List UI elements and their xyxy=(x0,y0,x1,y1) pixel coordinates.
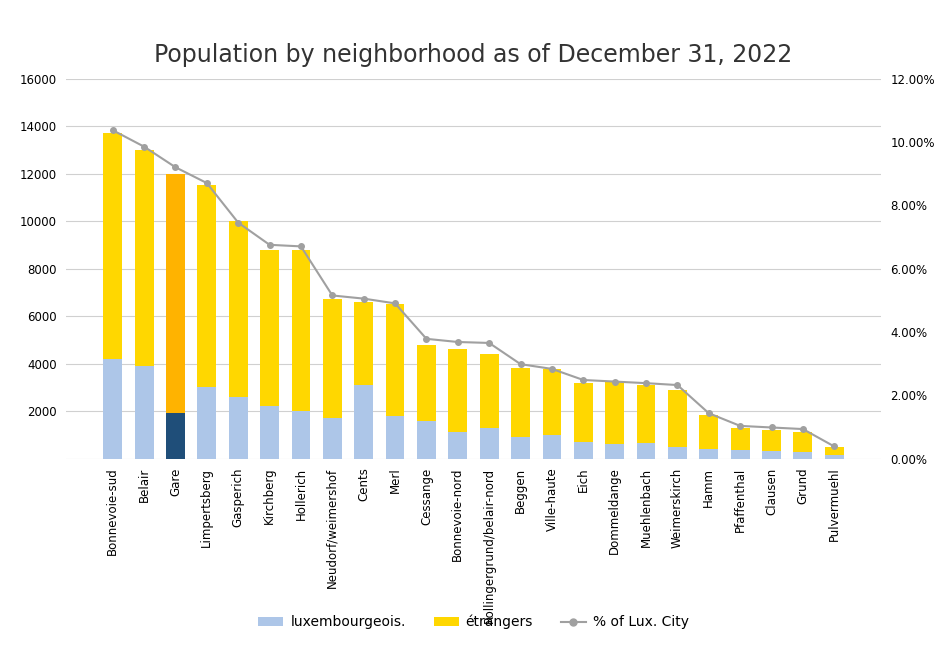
Bar xyxy=(229,397,247,458)
Bar xyxy=(229,221,247,397)
Bar xyxy=(794,432,813,452)
Bar xyxy=(260,250,279,406)
Bar xyxy=(668,447,687,458)
Title: Population by neighborhood as of December 31, 2022: Population by neighborhood as of Decembe… xyxy=(154,43,793,67)
Bar xyxy=(103,359,122,458)
Bar xyxy=(574,442,593,458)
Bar xyxy=(480,354,499,428)
Bar xyxy=(700,415,718,449)
Bar xyxy=(825,455,844,458)
Bar xyxy=(636,385,655,443)
Bar xyxy=(292,250,311,411)
Bar xyxy=(260,406,279,458)
Bar xyxy=(605,444,624,458)
Bar xyxy=(543,435,562,458)
Bar xyxy=(103,133,122,359)
Bar xyxy=(417,345,436,421)
Bar xyxy=(731,428,750,450)
Bar xyxy=(574,383,593,442)
Bar xyxy=(825,447,844,455)
Bar xyxy=(354,302,373,385)
Bar xyxy=(197,387,216,458)
Bar xyxy=(417,421,436,458)
Bar xyxy=(668,390,687,447)
Bar xyxy=(448,349,467,432)
Bar xyxy=(636,443,655,458)
Bar xyxy=(292,411,311,458)
Bar xyxy=(134,150,153,366)
Bar xyxy=(448,432,467,458)
Bar xyxy=(385,416,404,458)
Bar xyxy=(385,304,404,416)
Bar xyxy=(511,368,530,437)
Bar xyxy=(323,418,342,458)
Bar xyxy=(762,451,781,458)
Bar xyxy=(605,381,624,444)
Bar xyxy=(197,185,216,387)
Bar xyxy=(166,174,185,413)
Bar xyxy=(480,428,499,458)
Legend: luxembourgeois., étrangers, % of Lux. City: luxembourgeois., étrangers, % of Lux. Ci… xyxy=(253,609,694,635)
Bar xyxy=(731,450,750,458)
Bar xyxy=(354,385,373,458)
Bar xyxy=(166,413,185,458)
Bar xyxy=(511,437,530,458)
Bar xyxy=(543,369,562,435)
Bar xyxy=(323,299,342,418)
Bar xyxy=(134,366,153,458)
Bar xyxy=(794,452,813,458)
Bar xyxy=(762,430,781,451)
Bar xyxy=(700,449,718,458)
